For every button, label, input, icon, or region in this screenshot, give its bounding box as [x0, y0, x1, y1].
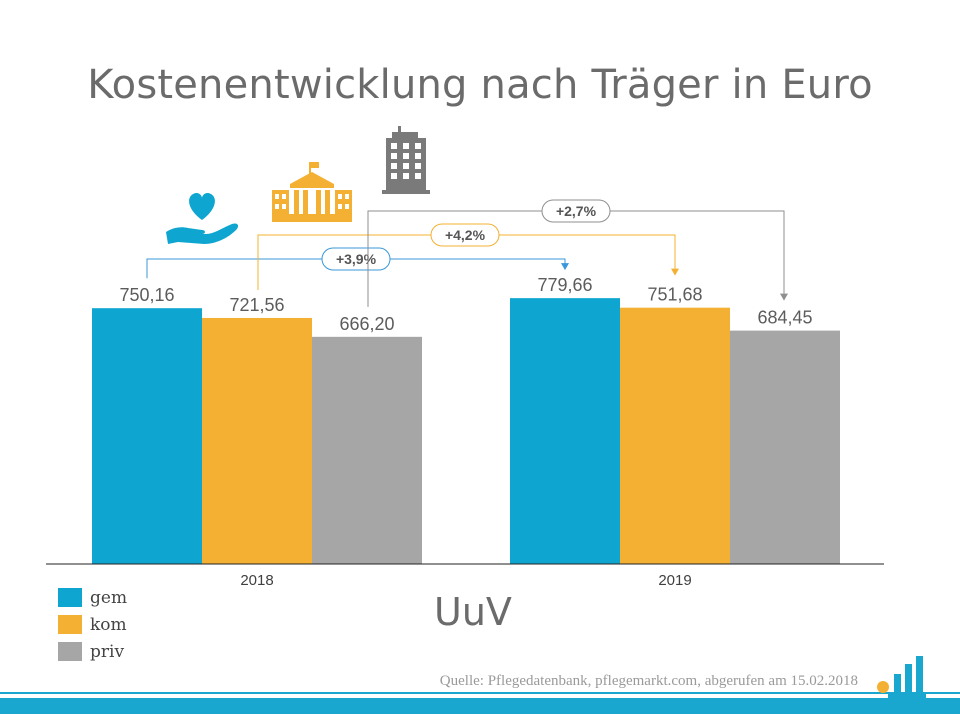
legend-label-gem: gem — [90, 587, 128, 608]
bar-kom-2019 — [620, 307, 730, 564]
bar-priv-2018 — [312, 336, 422, 564]
legend-swatch-gem — [58, 588, 82, 607]
data-label-priv-2018: 666,20 — [339, 314, 394, 334]
legend-item-kom: kom — [58, 611, 127, 638]
bar-gem-2018 — [92, 308, 202, 564]
footer-line — [0, 692, 960, 694]
data-label-priv-2019: 684,45 — [757, 308, 812, 328]
data-label-gem-2019: 779,66 — [537, 275, 592, 295]
office-tower-icon — [382, 126, 430, 194]
legend-label-kom: kom — [90, 614, 127, 635]
growth-arrowhead-gem — [561, 263, 569, 271]
heart-hand-icon — [166, 192, 239, 244]
legend-label-priv: priv — [90, 641, 125, 662]
data-label-kom-2018: 721,56 — [229, 295, 284, 315]
source-note: Quelle: Pflegedatenbank, pflegemarkt.com… — [439, 673, 858, 689]
data-label-kom-2019: 751,68 — [647, 285, 702, 305]
growth-label-priv: +2,7% — [556, 203, 597, 219]
x-tick-label-2018: 2018 — [240, 572, 273, 589]
town-hall-icon — [272, 162, 352, 222]
legend-item-priv: priv — [58, 638, 127, 665]
bar-gem-2019 — [510, 298, 620, 564]
chart-title: Kostenentwicklung nach Träger in Euro — [87, 62, 873, 108]
logo-icon — [877, 656, 926, 714]
x-tick-label-2019: 2019 — [658, 572, 691, 589]
legend-swatch-priv — [58, 642, 82, 661]
growth-arrowhead-priv — [780, 293, 788, 301]
legend-swatch-kom — [58, 615, 82, 634]
data-label-gem-2018: 750,16 — [119, 285, 174, 305]
growth-label-kom: +4,2% — [445, 227, 486, 243]
growth-label-gem: +3,9% — [336, 251, 377, 267]
legend-item-gem: gem — [58, 584, 127, 611]
growth-arrowhead-kom — [671, 268, 679, 276]
bar-priv-2019 — [730, 330, 840, 564]
growth-pill-gem — [321, 247, 391, 271]
legend: gem kom priv — [58, 584, 127, 665]
bar-kom-2018 — [202, 317, 312, 564]
growth-pill-priv — [541, 199, 611, 223]
chart-subtitle: UuV — [434, 590, 512, 634]
growth-pill-kom — [430, 223, 500, 247]
footer-bar — [0, 698, 960, 714]
